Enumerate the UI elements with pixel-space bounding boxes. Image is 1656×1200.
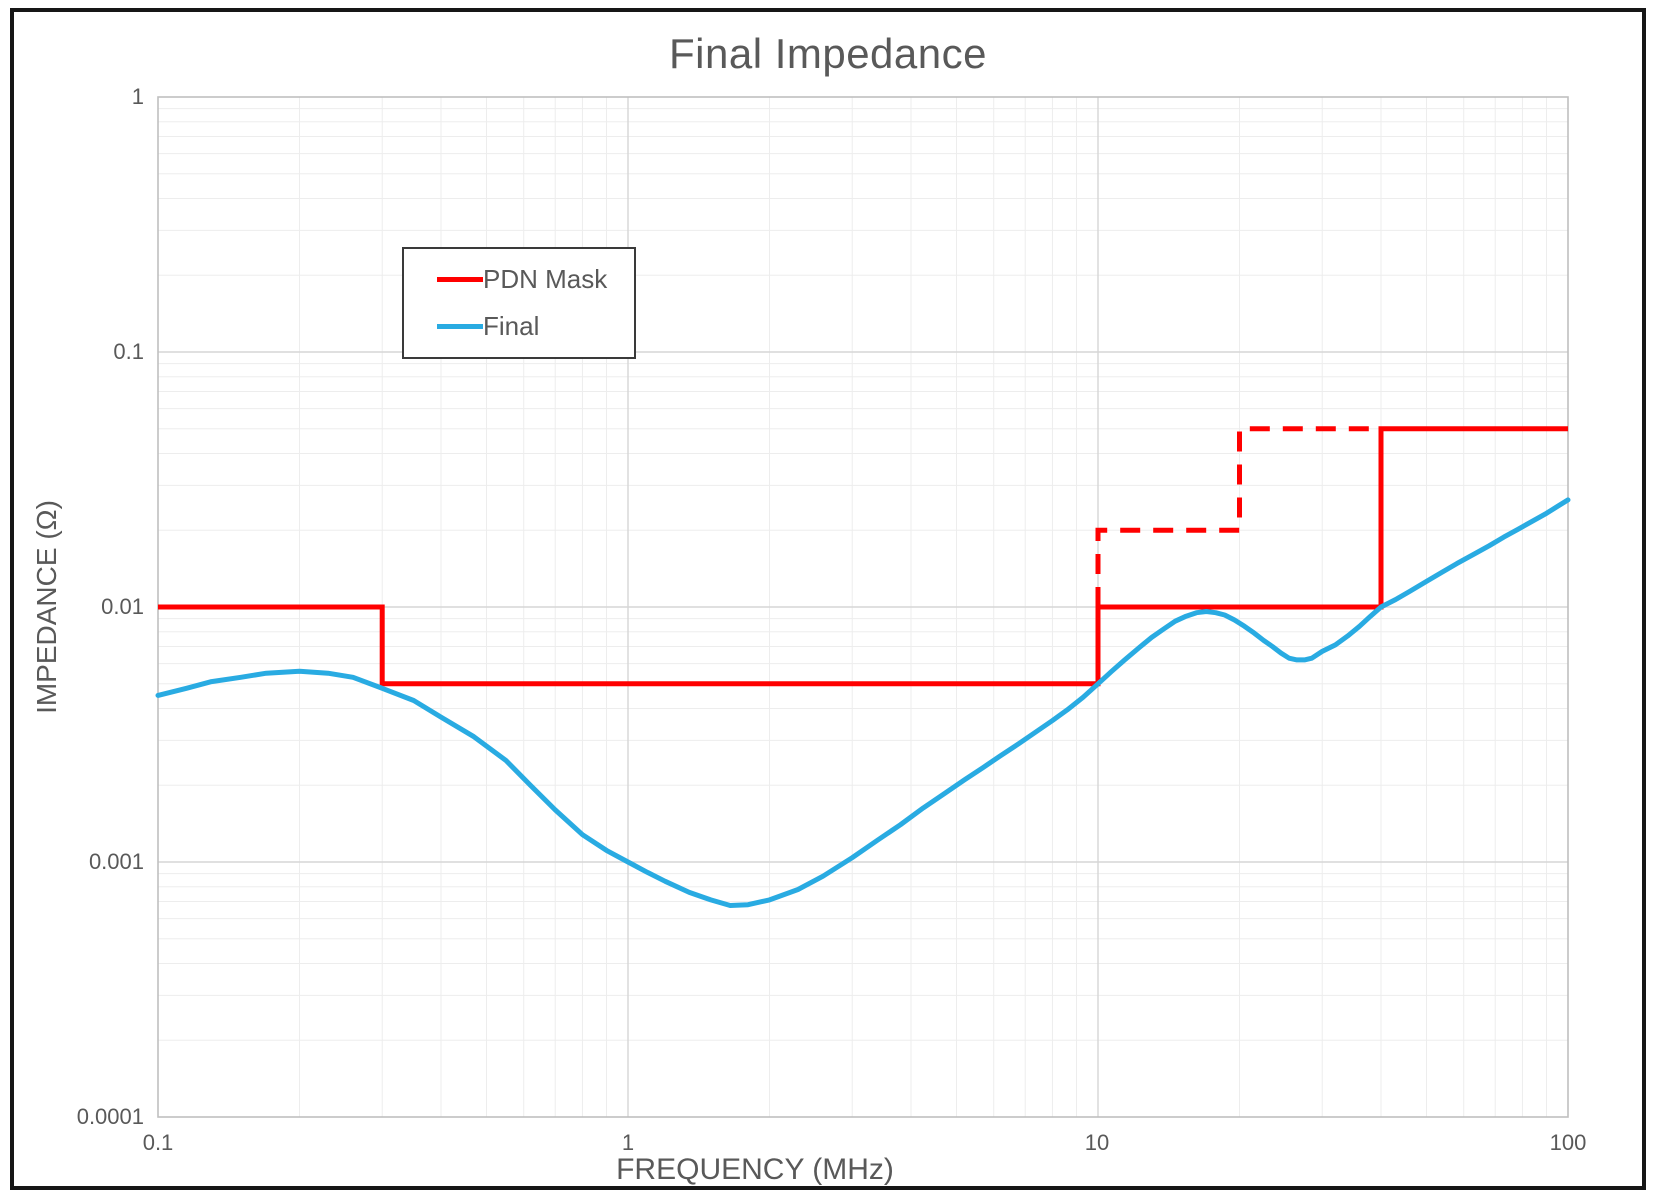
y-tick-0.01: 0.01 xyxy=(101,594,144,619)
pdn-mask-line-dashed xyxy=(1095,426,1381,607)
y-tick-0.1: 0.1 xyxy=(113,339,144,364)
chart-title: Final Impedance xyxy=(668,30,987,77)
y-tick-0.0001: 0.0001 xyxy=(76,1104,144,1129)
figure-border xyxy=(10,8,1646,1190)
legend: PDN Mask Final xyxy=(402,247,636,359)
legend-label-final: Final xyxy=(483,310,540,341)
legend-item-final: Final xyxy=(437,311,634,342)
pdn-mask-line-solid xyxy=(158,426,1568,687)
legend-line-sample-pdn-mask xyxy=(437,277,483,283)
y-axis-title: IMPEDANCE (Ω) xyxy=(31,500,62,714)
x-tick-0.1: 0.1 xyxy=(142,1130,174,1155)
x-tick-10: 10 xyxy=(1084,1130,1110,1155)
legend-item-pdn-mask: PDN Mask xyxy=(437,264,634,295)
y-tick-1: 1 xyxy=(131,84,144,109)
x-tick-100: 100 xyxy=(1549,1130,1587,1155)
x-axis-title: FREQUENCY (MHz) xyxy=(616,1153,894,1186)
final-curve xyxy=(155,497,1571,908)
legend-label-pdn-mask: PDN Mask xyxy=(483,264,608,295)
y-tick-0.001: 0.001 xyxy=(88,849,144,874)
legend-line-sample-final xyxy=(437,323,483,329)
x-tick-1: 1 xyxy=(621,1130,635,1155)
